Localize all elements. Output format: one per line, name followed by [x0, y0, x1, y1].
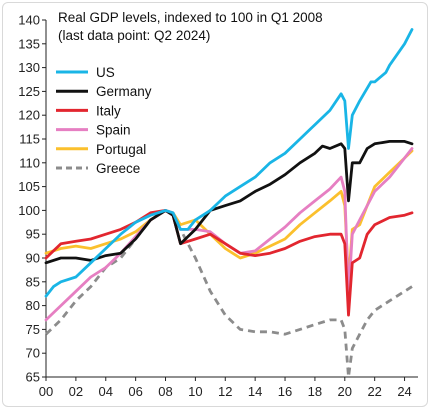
- legend-label-greece: Greece: [96, 161, 140, 176]
- legend-label-portugal: Portugal: [96, 142, 146, 157]
- x-tick-label: 04: [99, 384, 113, 399]
- series-line-us: [44, 28, 414, 298]
- x-tick-label: 22: [367, 384, 381, 399]
- legend-label-us: US: [96, 65, 115, 80]
- series-line-italy: [44, 209, 414, 317]
- y-tick-label: 90: [26, 251, 40, 266]
- y-tick-label: 115: [19, 132, 40, 147]
- series-line-portugal: [44, 149, 414, 284]
- y-tick-label: 70: [26, 346, 40, 361]
- y-tick-label: 140: [18, 13, 40, 28]
- legend: US Germany Italy Spain Portugal Greece: [56, 65, 152, 176]
- series-line-germany: [44, 140, 414, 265]
- y-tick-label: 95: [26, 227, 40, 242]
- y-tick-label: 85: [26, 274, 40, 289]
- x-tick-label: 14: [248, 384, 262, 399]
- y-tick-label: 80: [26, 298, 40, 313]
- y-tick-label: 100: [18, 203, 40, 218]
- chart-title: Real GDP levels, indexed to 100 in Q1 20…: [58, 10, 323, 25]
- x-tick-label: 00: [39, 384, 53, 399]
- x-tick-label: 12: [218, 384, 232, 399]
- y-tick-label: 75: [26, 322, 40, 337]
- chart-axes: 65 70 75 80 85 90 95 100 105 110 115 120 125 130 135 14…: [18, 13, 418, 399]
- y-tick-label: 120: [18, 108, 40, 123]
- y-tick-label: 135: [18, 36, 40, 51]
- chart-subtitle: (last data point: Q2 2024): [58, 28, 210, 43]
- y-tick-label: 110: [19, 155, 40, 170]
- series-line-greece: [45, 209, 413, 379]
- y-tick-label: 105: [18, 179, 40, 194]
- y-tick-label: 125: [18, 84, 40, 99]
- x-tick-label: 02: [69, 384, 83, 399]
- x-tick-label: 20: [338, 384, 352, 399]
- x-tick-label: 16: [278, 384, 292, 399]
- x-tick-label: 24: [397, 384, 411, 399]
- series-lines: [44, 28, 414, 379]
- y-tick-label: 65: [26, 370, 40, 385]
- legend-label-spain: Spain: [96, 123, 131, 138]
- x-tick-label: 08: [158, 384, 172, 399]
- legend-label-italy: Italy: [96, 103, 121, 118]
- x-tick-label: 06: [128, 384, 142, 399]
- x-tick-label: 18: [308, 384, 322, 399]
- y-tick-label: 130: [18, 60, 40, 75]
- legend-label-germany: Germany: [96, 84, 152, 99]
- x-tick-label: 10: [188, 384, 202, 399]
